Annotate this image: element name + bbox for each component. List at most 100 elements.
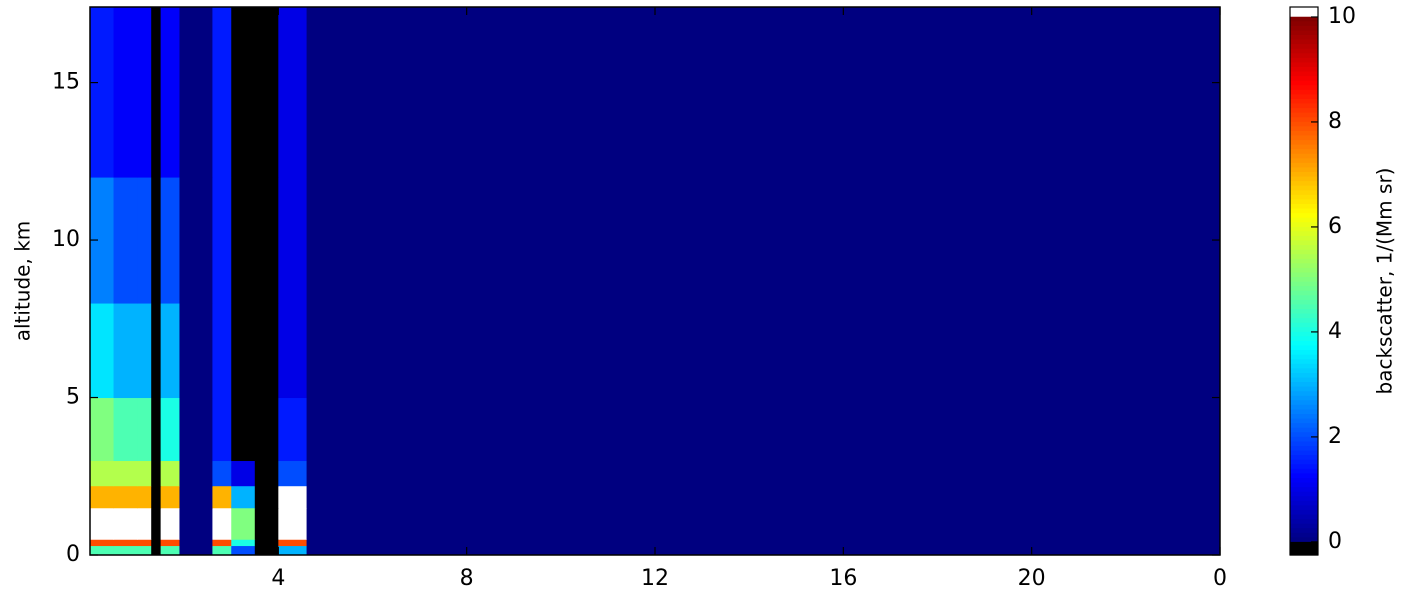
heatmap-cell: [231, 539, 256, 547]
heatmap-cell: [306, 177, 1221, 304]
colorbar-swatch: [1290, 75, 1318, 81]
heatmap-cell: [160, 539, 180, 547]
colorbar-swatch: [1290, 303, 1318, 309]
colorbar-swatch: [1290, 180, 1318, 186]
colorbar-swatch: [1290, 157, 1318, 163]
heatmap-cell: [179, 507, 213, 540]
heatmap-cell: [137, 507, 152, 540]
heatmap-cell: [306, 539, 1221, 547]
colorbar-tick-label: 0: [1328, 529, 1342, 554]
heatmap-cell: [212, 485, 232, 509]
x-tick-label: 0: [1213, 566, 1227, 591]
heatmap-cell: [278, 397, 308, 462]
colorbar-swatch: [1290, 354, 1318, 360]
heatmap-cell: [137, 303, 152, 399]
colorbar-swatch: [1290, 235, 1318, 241]
heatmap-cell: [278, 303, 308, 399]
x-tick-label: 20: [1018, 566, 1046, 591]
colorbar-swatch: [1290, 527, 1318, 533]
heatmap-cell: [160, 507, 180, 540]
heatmap-cell: [231, 397, 256, 462]
colorbar-swatch: [1290, 363, 1318, 369]
colorbar-swatch: [1290, 518, 1318, 524]
heatmap-cell: [179, 539, 213, 547]
colorbar-swatch: [1290, 226, 1318, 232]
heatmap-cell: [231, 303, 256, 399]
heatmap-cell: [212, 7, 232, 178]
colorbar-swatch: [1290, 139, 1318, 145]
heatmap-cell: [90, 545, 115, 556]
heatmap-cell: [179, 545, 213, 556]
heatmap-cell: [254, 539, 279, 547]
colorbar-swatch: [1290, 93, 1318, 99]
colorbar-swatch: [1290, 358, 1318, 364]
colorbar-swatch: [1290, 459, 1318, 465]
heatmap-cell: [212, 303, 232, 399]
heatmap-cell: [306, 507, 1221, 540]
heatmap-cell: [160, 303, 180, 399]
heatmap-cell: [231, 7, 256, 178]
colorbar-swatch: [1290, 399, 1318, 405]
colorbar-swatch: [1290, 194, 1318, 200]
heatmap-cell: [137, 397, 152, 462]
colorbar-swatch: [1290, 381, 1318, 387]
colorbar-swatch: [1290, 84, 1318, 90]
colorbar-swatch: [1290, 312, 1318, 319]
heatmap-cell: [113, 460, 138, 487]
colorbar-swatch: [1290, 144, 1318, 150]
colorbar-swatch: [1290, 203, 1318, 209]
colorbar-swatch: [1290, 153, 1318, 159]
heatmap-cell: [212, 545, 232, 556]
heatmap-cell: [160, 7, 180, 178]
colorbar-swatch: [1290, 372, 1318, 378]
heatmap-cell: [278, 485, 308, 509]
colorbar-tick-label: 10: [1328, 4, 1356, 29]
heatmap-cell: [278, 507, 308, 540]
heatmap-cell: [151, 397, 162, 462]
heatmap-cell: [90, 7, 115, 178]
colorbar-swatch: [1290, 271, 1318, 278]
heatmap-cell: [254, 507, 279, 540]
colorbar-swatch: [1290, 52, 1318, 58]
colorbar-tick-label: 4: [1328, 319, 1342, 344]
colorbar-swatch: [1290, 513, 1318, 520]
heatmap-cell: [278, 539, 308, 547]
heatmap-cell: [179, 397, 213, 462]
colorbar-swatch: [1290, 253, 1318, 259]
heatmap-cell: [306, 485, 1221, 509]
colorbar-swatch: [1290, 349, 1318, 355]
heatmap-cell: [306, 545, 1221, 556]
heatmap-cell: [113, 485, 138, 509]
heatmap-cell: [179, 485, 213, 509]
colorbar-swatch: [1290, 281, 1318, 287]
heatmap-cell: [306, 460, 1221, 487]
heatmap-cell: [151, 507, 162, 540]
colorbar-swatch: [1290, 207, 1318, 214]
colorbar-swatch: [1290, 335, 1318, 341]
colorbar-swatch: [1290, 267, 1318, 273]
colorbar-swatch: [1290, 221, 1318, 227]
heatmap-cell: [137, 539, 152, 547]
heatmap-cell: [160, 460, 180, 487]
y-tick-label: 10: [52, 227, 80, 252]
colorbar-swatch: [1290, 66, 1318, 72]
colorbar-swatch: [1290, 48, 1318, 54]
colorbar-swatch: [1290, 294, 1318, 300]
heatmap-cell: [137, 460, 152, 487]
colorbar-swatch: [1290, 299, 1318, 305]
heatmap-cell: [160, 485, 180, 509]
colorbar-swatch: [1290, 404, 1318, 410]
colorbar-swatch: [1290, 500, 1318, 506]
heatmap-cell: [179, 7, 213, 178]
colorbar-swatch: [1290, 390, 1318, 396]
colorbar-swatch: [1290, 317, 1318, 323]
colorbar-swatch: [1290, 290, 1318, 296]
colorbar-tick-label: 6: [1328, 214, 1342, 239]
colorbar-swatch: [1290, 523, 1318, 529]
colorbar-swatch: [1290, 7, 1318, 13]
heatmap-cell: [306, 303, 1221, 399]
colorbar-swatch: [1290, 171, 1318, 177]
colorbar-swatch: [1290, 367, 1318, 373]
colorbar-swatch: [1290, 386, 1318, 392]
colorbar-swatch: [1290, 43, 1318, 49]
